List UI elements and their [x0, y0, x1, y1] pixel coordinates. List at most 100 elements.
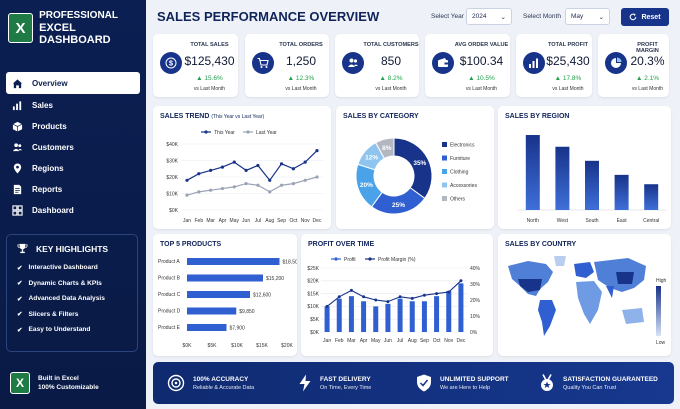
- sidebar-item-label: Overview: [32, 78, 68, 88]
- sidebar-item-reports[interactable]: Reports: [6, 179, 140, 199]
- kpi-value: $100.34: [459, 54, 504, 68]
- data-point: [303, 160, 307, 164]
- bar-chart-icon: [529, 58, 538, 68]
- pie-slice: [393, 137, 433, 200]
- data-point: [398, 295, 402, 299]
- users-icon: [12, 142, 23, 151]
- data-label: $18,500: [283, 259, 298, 265]
- data-point: [268, 190, 272, 194]
- kpi-value: 1,250: [285, 54, 317, 68]
- profit-over-time-chart: Profit Profit Margin (%) $0K $5K $10K $15K $…: [307, 257, 481, 344]
- series-line: [186, 176, 318, 196]
- bar: [385, 303, 391, 332]
- legend-swatch: [442, 142, 447, 147]
- map-legend-high: High: [656, 278, 667, 284]
- sales-trend-card: SALES TREND (This Year vs Last Year) Thi…: [153, 106, 331, 229]
- data-point: [459, 279, 463, 283]
- sidebar-item-sales[interactable]: Sales: [6, 95, 140, 115]
- brand-line2: EXCEL DASHBOARD: [39, 22, 111, 46]
- africa: [576, 281, 602, 324]
- footer-title: 100% ACCURACY: [193, 375, 249, 383]
- sidebar-item-customers[interactable]: Customers: [6, 137, 140, 157]
- x-tick-label: North: [527, 218, 539, 224]
- sidebar-item-products[interactable]: Products: [6, 116, 140, 136]
- x-tick-label: Dec: [456, 338, 465, 344]
- document-icon: [13, 184, 22, 194]
- data-point: [315, 175, 319, 179]
- kpi-vs: vs Last Month: [465, 86, 498, 92]
- data-label: $12,600: [253, 292, 271, 298]
- bar: [187, 274, 263, 282]
- data-point: [291, 167, 295, 171]
- x-tick-label: Feb: [335, 338, 344, 344]
- y-tick-label: $15K: [307, 291, 319, 297]
- kpi-vs: vs Last Month: [375, 86, 407, 92]
- sidebar-item-label: Dashboard: [32, 205, 74, 215]
- sidebar: X PROFESSIONAL EXCEL DASHBOARD Overview …: [0, 0, 146, 409]
- kpi-value: $25,430: [546, 54, 590, 68]
- reset-button[interactable]: Reset: [621, 8, 669, 26]
- chart-title: SALES BY CATEGORY: [343, 113, 419, 120]
- legend-label: Others: [450, 197, 466, 203]
- data-point: [337, 295, 341, 299]
- kpi-card-avg-order-value: AVG ORDER VALUE $100.34 ▲ 10.5% vs Last …: [425, 34, 510, 97]
- data-point: [422, 293, 426, 297]
- check-icon: ✔: [17, 264, 23, 272]
- kpi-change: ▲ 8.2%: [379, 75, 403, 82]
- highlight-item: ✔ Advanced Data Analysis: [17, 295, 105, 303]
- y2-tick-label: 20%: [470, 298, 481, 304]
- chart-title: PROFIT OVER TIME: [308, 241, 375, 248]
- legend-swatch: [442, 196, 447, 201]
- users-icon: [348, 58, 358, 67]
- kpi-label: TOTAL CUSTOMERS: [363, 42, 419, 48]
- chart-title: SALES BY COUNTRY: [505, 241, 577, 248]
- x-tick-label: $5K: [208, 343, 218, 349]
- kpi-card-profit-margin: PROFIT MARGIN 20.3% ▲ 2.1% vs Last Month: [598, 34, 669, 97]
- europe: [574, 262, 594, 278]
- map-pin-icon: [13, 162, 22, 174]
- y-tick-label: $0K: [310, 330, 320, 336]
- sidebar-item-label: Reports: [32, 184, 63, 194]
- chart-subtitle: (This Year vs Last Year): [211, 114, 265, 120]
- x-tick-label: Jun: [242, 218, 250, 224]
- legend-profit-margin: Profit Margin (%): [378, 257, 416, 263]
- x-tick-label: Feb: [195, 218, 204, 224]
- bar: [187, 291, 250, 298]
- footer-title: FAST DELIVERY: [320, 375, 371, 383]
- legend-label: Clothing: [450, 170, 469, 176]
- year-select[interactable]: 2024 ⌄: [466, 8, 512, 25]
- box-icon: [12, 121, 23, 132]
- legend: This Year Last Year: [201, 130, 277, 136]
- data-point: [185, 193, 189, 197]
- greenland: [554, 256, 566, 266]
- sidebar-item-regions[interactable]: Regions: [6, 158, 140, 178]
- australia: [622, 308, 644, 324]
- x-tick-label: Nov: [444, 338, 453, 344]
- x-tick-label: Nov: [301, 218, 310, 224]
- kpi-label: TOTAL SALES: [190, 42, 229, 48]
- x-tick-label: Jun: [384, 338, 392, 344]
- slice-label: 8%: [382, 145, 392, 152]
- reset-label: Reset: [641, 13, 661, 21]
- sidebar-item-overview[interactable]: Overview: [6, 72, 140, 94]
- wallet-icon: [438, 58, 448, 67]
- data-label: $9,850: [239, 309, 255, 315]
- footer-sub: We are Here to Help: [440, 384, 491, 391]
- chart-title: SALES BY REGION: [505, 113, 570, 120]
- x-tick-label: $0K: [183, 343, 193, 349]
- bar: [644, 184, 659, 210]
- brand-line1: PROFESSIONAL: [39, 10, 119, 21]
- year-label: Select Year: [431, 13, 464, 20]
- y2-tick-label: 0%: [470, 330, 478, 336]
- bar: [187, 324, 227, 331]
- data-point: [435, 292, 439, 296]
- bar: [421, 301, 427, 332]
- key-highlights-panel: KEY HIGHLIGHTS ✔ Interactive Dashboard ✔ D…: [6, 234, 138, 352]
- profit-over-time-card: PROFIT OVER TIME Profit Profit Margin (%…: [301, 234, 493, 356]
- sidebar-item-dashboard[interactable]: Dashboard: [6, 200, 140, 220]
- data-point: [232, 185, 236, 189]
- sidebar-item-label: Products: [32, 121, 67, 131]
- month-select[interactable]: May ⌄: [565, 8, 610, 25]
- pie-icon: [611, 57, 622, 68]
- x-tick-label: Jul: [255, 218, 261, 224]
